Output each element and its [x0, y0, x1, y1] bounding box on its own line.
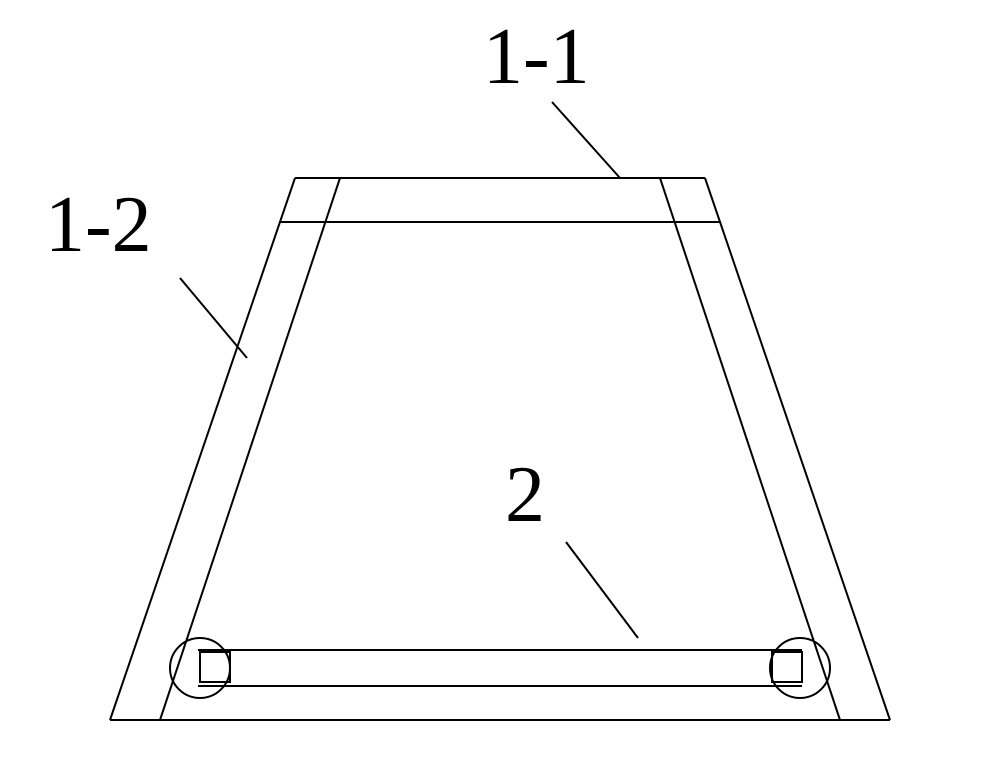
leader-1-1: [552, 102, 620, 178]
right-square: [772, 652, 802, 682]
leader-1-2: [180, 278, 247, 358]
diagram-canvas: [0, 0, 1000, 763]
leader-2: [566, 542, 638, 638]
inner-left: [160, 178, 340, 720]
left-square: [200, 652, 230, 682]
right-circle: [770, 638, 830, 698]
inner-right: [660, 178, 840, 720]
label-1-1: 1-1: [483, 12, 590, 103]
label-2: 2: [505, 450, 545, 541]
label-1-2: 1-2: [45, 180, 152, 271]
